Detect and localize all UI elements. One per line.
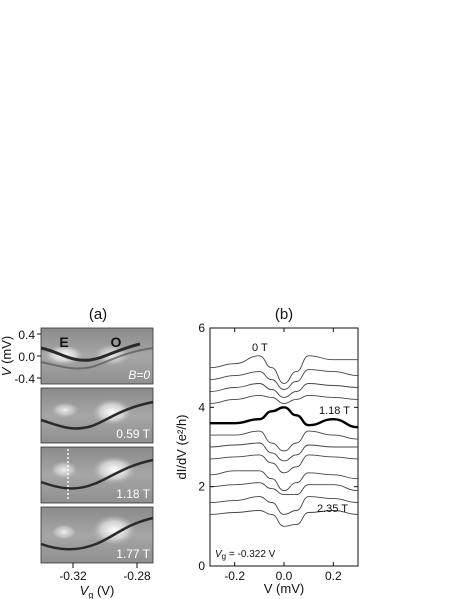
field-label-b0: B=0 (128, 368, 150, 382)
panel-b-xtick-0: -0.2 (224, 569, 245, 583)
field-label-118: 1.18 T (116, 487, 150, 501)
curve-11 (209, 510, 359, 527)
gate-note-sub: g (222, 552, 226, 561)
curve-5 (209, 430, 359, 452)
panel-b-ylabel: dI/dV (e²/h) (174, 414, 189, 479)
even-marker: E (59, 334, 68, 350)
panel-a-tag: (a) (89, 306, 107, 323)
heatmap-panels: E O B=0 0.59 T 1.18 T 1.77 T (40, 327, 154, 564)
curve-9 (209, 482, 359, 496)
curve-7 (209, 454, 359, 474)
panel-a-ytick-2: -0.4 (14, 372, 35, 386)
panel-a-xlabel-unit: (V) (93, 583, 114, 598)
panel-b-ytick-3: 6 (198, 321, 205, 335)
panel-a-ylabel: V (mV) (0, 336, 14, 376)
curve-6 (209, 442, 358, 462)
panel-b-xtick-1: 0.0 (276, 569, 293, 583)
heatmap-panel-118: 1.18 T (40, 446, 154, 504)
panel-b-ytick-2: 4 (198, 400, 205, 414)
panel-a-ytick-0: 0.4 (18, 328, 35, 342)
heatmap-panel-059: 0.59 T (40, 387, 154, 444)
curve-label-235T: 2.35 T (317, 503, 348, 515)
panel-b-ticks: -0.2 0.0 0.2 0 2 4 6 (198, 321, 358, 583)
curve-1 (209, 369, 359, 390)
panel-b-tag: (b) (275, 306, 293, 323)
curve-3 (209, 394, 359, 404)
heatmap-panel-177: 1.77 T (40, 506, 154, 564)
panel-b-ytick-0: 0 (198, 559, 205, 573)
panel-a-y-axis: 0.4 0.0 -0.4 V (mV) (0, 328, 41, 386)
panel-a-xlabel-var: V (80, 583, 90, 598)
curve-0 (209, 355, 358, 384)
curve-label-118T: 1.18 T (319, 405, 350, 417)
field-label-177: 1.77 T (116, 547, 150, 561)
curve-8 (209, 470, 359, 492)
curve-2 (209, 383, 359, 398)
panel-b-xtick-2: 0.2 (325, 569, 342, 583)
odd-marker: O (111, 334, 122, 350)
curve-4 (210, 406, 359, 429)
gate-note-rest: = -0.322 V (226, 549, 276, 560)
curve-label-0T: 0 T (252, 342, 268, 354)
panel-a-ylabel-unit: (mV) (0, 336, 14, 368)
panel-b-ytick-1: 2 (198, 480, 205, 494)
panel-a-xtick-1: -0.28 (123, 569, 151, 583)
panel-a-ylabel-var: V (0, 366, 14, 376)
field-label-059: 0.59 T (116, 427, 150, 441)
panel-a-xtick-0: -0.32 (59, 569, 87, 583)
panel-a-xlabel-sub: g (88, 590, 93, 599)
panel-a-ytick-1: 0.0 (18, 350, 35, 364)
gate-voltage-note: Vg = -0.322 V (215, 549, 276, 561)
curves (209, 355, 359, 527)
curve-10 (209, 496, 359, 515)
heatmap-panel-b0: E O B=0 (40, 327, 154, 385)
gate-note-var: V (215, 549, 223, 560)
line-plot: -0.2 0.0 0.2 0 2 4 6 (198, 321, 359, 583)
panel-a-xlabel: Vg (V) (80, 583, 115, 599)
panel-a-x-axis: -0.32 -0.28 Vg (V) (59, 563, 151, 599)
panel-b-xlabel: V (mV) (264, 581, 304, 596)
